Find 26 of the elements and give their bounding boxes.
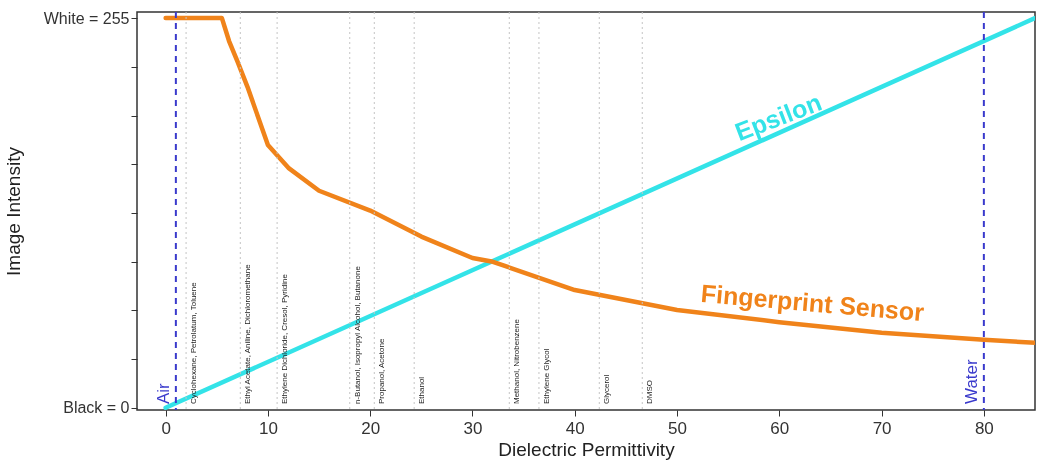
series-label: Fingerprint Sensor bbox=[699, 278, 926, 327]
y-axis-title: Image Intensity bbox=[2, 146, 24, 276]
ref-line-label: Glycerol bbox=[602, 374, 612, 404]
ref-line-label: Propanol, Acetone bbox=[377, 338, 387, 404]
ref-line-label: Cyclohexane, Petrolatum, Toluene bbox=[189, 281, 199, 404]
x-tick-label: 30 bbox=[463, 418, 483, 438]
ref-line-label: Ethyl Acetate, Aniline, Dichloromethane bbox=[243, 263, 253, 404]
x-tick-label: 10 bbox=[258, 418, 278, 438]
y-tick-label: White = 255 bbox=[43, 9, 130, 27]
x-tick-label: 80 bbox=[974, 418, 994, 438]
ref-line-label: Air bbox=[153, 382, 173, 404]
ref-line-label: Ethylene Dichloride, Cresol, Pyridine bbox=[280, 273, 290, 404]
ref-line-label: Methanol, Nitrobenzene bbox=[512, 318, 522, 404]
x-axis-title: Dielectric Permittivity bbox=[498, 438, 676, 460]
x-tick-label: 50 bbox=[668, 418, 687, 438]
ref-line-label: Ethanol bbox=[417, 376, 427, 404]
x-tick-label: 40 bbox=[565, 418, 585, 438]
x-tick-label: 60 bbox=[770, 418, 790, 438]
x-tick-label: 20 bbox=[361, 418, 381, 438]
x-tick-label: 70 bbox=[872, 418, 892, 438]
ref-line-label: n-Butanol, Isopropyl Alcohol, Butanone bbox=[352, 265, 362, 404]
ref-line-label: Ethylene Glycol bbox=[541, 348, 551, 404]
ref-line-label: DMSO bbox=[645, 380, 655, 404]
x-tick-label: 0 bbox=[161, 418, 171, 438]
y-tick-label: Black = 0 bbox=[63, 399, 130, 417]
ref-line-label: Water bbox=[961, 358, 981, 404]
